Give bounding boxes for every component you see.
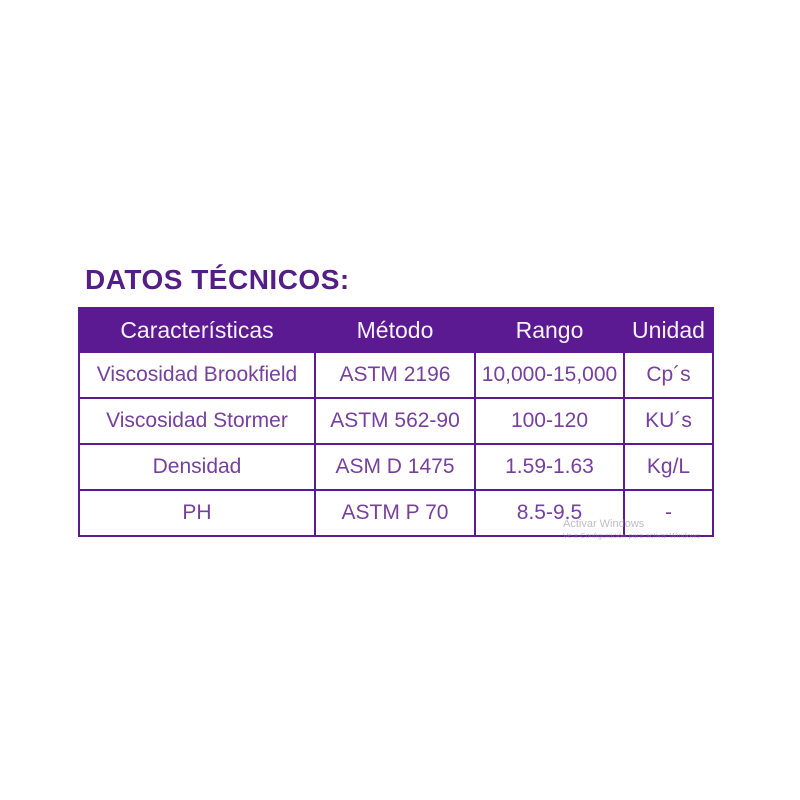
column-header-metodo: Método [314,307,476,353]
cell-caracteristica: PH [78,489,316,537]
column-header-rango: Rango [474,307,625,353]
cell-rango: 8.5-9.5 [474,489,625,537]
technical-data-table-container: Características Método Rango Unidad Visc… [78,307,714,537]
cell-caracteristica: Densidad [78,443,316,491]
cell-rango: 100-120 [474,397,625,445]
cell-metodo: ASTM 562-90 [314,397,476,445]
column-header-unidad: Unidad [623,307,714,353]
cell-unidad: Kg/L [623,443,714,491]
cell-metodo: ASTM P 70 [314,489,476,537]
header-row: Características Método Rango Unidad [78,307,714,353]
cell-unidad: Cp´s [623,351,714,399]
table-row: Densidad ASM D 1475 1.59-1.63 Kg/L [78,443,714,491]
technical-data-table: Características Método Rango Unidad Visc… [78,307,714,537]
table-row: Viscosidad Brookfield ASTM 2196 10,000-1… [78,351,714,399]
table-row: Viscosidad Stormer ASTM 562-90 100-120 K… [78,397,714,445]
cell-metodo: ASTM 2196 [314,351,476,399]
cell-caracteristica: Viscosidad Brookfield [78,351,316,399]
column-header-caracteristicas: Características [78,307,316,353]
table-row: PH ASTM P 70 8.5-9.5 - [78,489,714,537]
cell-rango: 1.59-1.63 [474,443,625,491]
cell-metodo: ASM D 1475 [314,443,476,491]
cell-unidad: - [623,489,714,537]
cell-unidad: KU´s [623,397,714,445]
page-title: DATOS TÉCNICOS: [85,264,350,295]
cell-rango: 10,000-15,000 [474,351,625,399]
cell-caracteristica: Viscosidad Stormer [78,397,316,445]
